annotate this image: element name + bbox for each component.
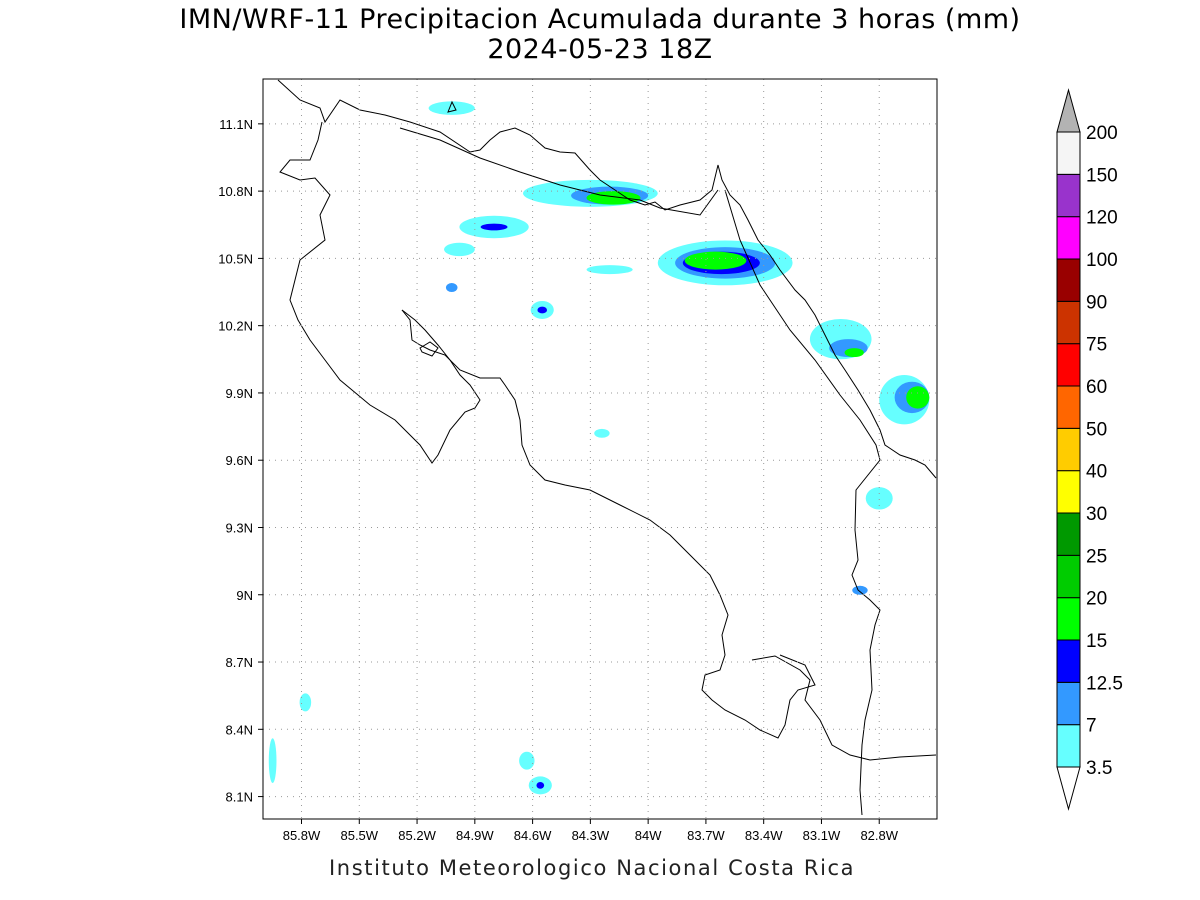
precip-area xyxy=(268,738,277,784)
nicaragua-border xyxy=(399,127,719,216)
lon-tick-label: 84.9W xyxy=(456,828,494,843)
colorbar-box xyxy=(1056,131,1081,175)
lat-tick-label: 9.9N xyxy=(226,386,253,401)
lat-tick-label: 8.4N xyxy=(226,722,253,737)
map-frame xyxy=(262,78,938,820)
precip-area xyxy=(586,265,633,275)
colorbar-box xyxy=(1056,554,1081,599)
lat-tick-label: 10.5N xyxy=(218,251,253,266)
colorbar-box xyxy=(1056,597,1081,641)
colorbar-level-label: 90 xyxy=(1086,292,1107,313)
colorbar-lower-cap xyxy=(1056,766,1081,811)
precip-area xyxy=(444,242,475,257)
precip-area xyxy=(428,101,475,115)
lake-nicaragua-islet xyxy=(447,100,457,113)
colorbar-box xyxy=(1056,470,1081,514)
longitude-tick-labels: 85.8W 85.5W 85.2W 84.9W 84.6W 84.3W 84W 83.7W 83… xyxy=(283,828,899,843)
lat-tick-label: 9N xyxy=(236,588,253,603)
lat-tick-label: 8.7N xyxy=(226,655,253,670)
lat-tick-label: 10.8N xyxy=(218,184,253,199)
colorbar-level-label: 100 xyxy=(1086,250,1118,271)
lon-tick-label: 83.1W xyxy=(803,828,841,843)
lon-tick-label: 85.5W xyxy=(340,828,378,843)
pacific-coastline-north xyxy=(279,121,481,464)
caribbean-coastline xyxy=(277,79,937,479)
panama-border xyxy=(724,189,881,816)
precip-area xyxy=(445,283,458,293)
colorbar-level-label: 40 xyxy=(1086,462,1107,483)
colorbar-box xyxy=(1056,300,1081,345)
colorbar-box xyxy=(1056,639,1081,683)
colorbar-box xyxy=(1056,216,1081,260)
colorbar-upper-cap xyxy=(1056,88,1081,133)
precip-area xyxy=(906,386,930,409)
colorbar-level-label: 25 xyxy=(1086,546,1107,567)
colorbar-box xyxy=(1056,681,1081,726)
precipitation-layer xyxy=(268,101,930,795)
precip-area xyxy=(852,585,868,595)
colorbar-box xyxy=(1056,385,1081,429)
colorbar-level-label: 75 xyxy=(1086,335,1107,356)
lon-tick-label: 85.8W xyxy=(283,828,321,843)
lon-tick-label: 84.3W xyxy=(572,828,610,843)
coastline-borders xyxy=(277,79,937,816)
map-subtitle-datetime: 2024-05-23 18Z xyxy=(487,34,713,65)
lat-tick-label: 8.1N xyxy=(226,790,253,805)
colorbar-level-label: 150 xyxy=(1086,165,1118,186)
lon-tick-label: 85.2W xyxy=(398,828,436,843)
colorbar-level-label: 30 xyxy=(1086,504,1107,525)
precip-area xyxy=(299,693,312,712)
lon-tick-label: 83.4W xyxy=(745,828,783,843)
map-title: IMN/WRF-11 Precipitacion Acumulada duran… xyxy=(179,4,1021,35)
lon-tick-label: 83.7W xyxy=(687,828,725,843)
precip-area xyxy=(844,348,864,358)
latitude-tick-labels: 11.1N 10.8N 10.5N 10.2N 9.9N 9.6N 9.3N 9N 8.7N 8.… xyxy=(218,117,253,805)
lon-tick-label: 82.8W xyxy=(860,828,898,843)
colorbar-level-label: 60 xyxy=(1086,377,1107,398)
institution-footer: Instituto Meteorologico Nacional Costa R… xyxy=(329,856,856,880)
lon-tick-label: 84W xyxy=(635,828,662,843)
precip-area xyxy=(480,223,508,231)
colorbar-level-label: 200 xyxy=(1086,123,1118,144)
colorbar-legend: 3.5 7 12.5 15 20 25 30 40 50 60 75 90 100 120 150 200 xyxy=(1056,88,1123,811)
colorbar-level-label: 15 xyxy=(1086,631,1107,652)
lat-tick-label: 9.6N xyxy=(226,453,253,468)
nicoya-island xyxy=(419,341,439,357)
precip-area xyxy=(519,751,535,770)
gulf-of-nicoya-coast xyxy=(401,309,816,739)
colorbar-box xyxy=(1056,173,1081,218)
colorbar-level-label: 120 xyxy=(1086,208,1118,229)
precip-area xyxy=(594,428,610,438)
lat-tick-label: 9.3N xyxy=(226,520,253,535)
colorbar-box xyxy=(1056,258,1081,302)
lat-tick-label: 10.2N xyxy=(218,319,253,334)
colorbar-level-label: 50 xyxy=(1086,419,1107,440)
osa-peninsula-coast xyxy=(751,655,937,761)
colorbar-level-label: 3.5 xyxy=(1086,758,1112,779)
colorbar-level-label: 20 xyxy=(1086,589,1107,610)
precip-area xyxy=(865,487,893,510)
precip-area xyxy=(684,251,747,270)
precip-area xyxy=(536,782,545,789)
colorbar-level-label: 12.5 xyxy=(1086,673,1123,694)
lat-tick-label: 11.1N xyxy=(219,117,253,132)
colorbar-box xyxy=(1056,343,1081,387)
precip-area xyxy=(537,306,548,314)
lon-tick-label: 84.6W xyxy=(514,828,552,843)
colorbar-box xyxy=(1056,512,1081,556)
colorbar-box xyxy=(1056,724,1081,768)
lat-lon-grid xyxy=(258,79,937,824)
colorbar-box xyxy=(1056,427,1081,472)
colorbar-level-label: 7 xyxy=(1086,716,1097,737)
